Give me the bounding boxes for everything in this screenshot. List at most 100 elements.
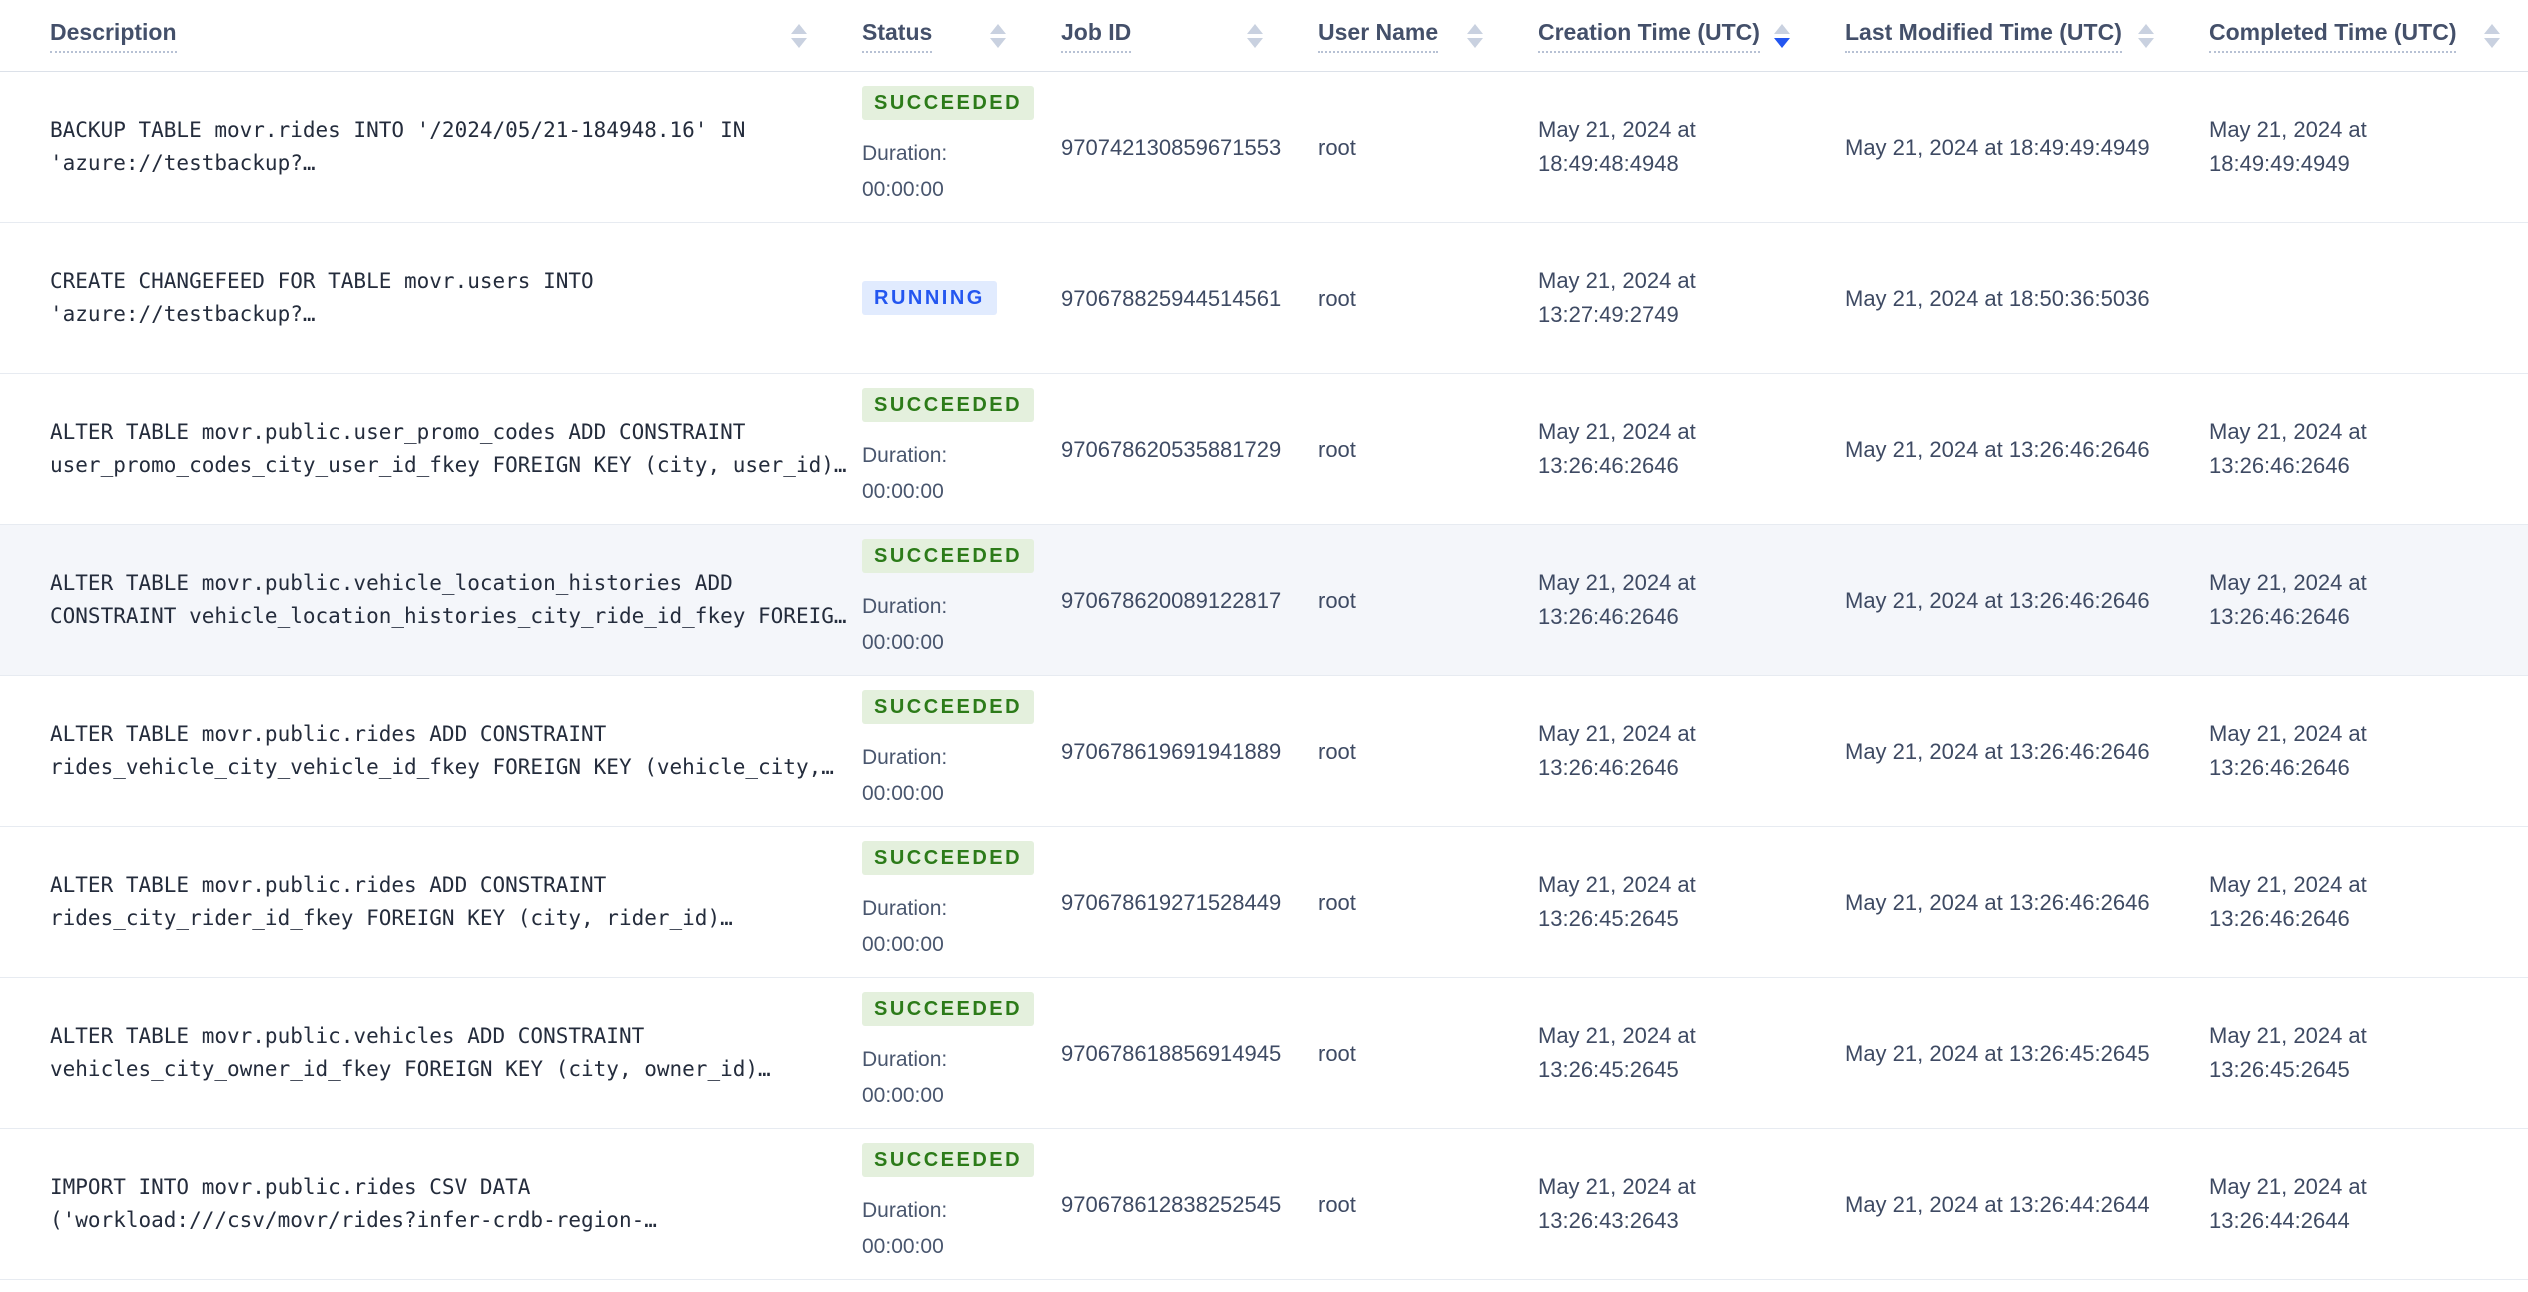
description-cell: ALTER TABLE movr.public.rides ADD CONSTR…: [0, 869, 862, 935]
last-modified-time: May 21, 2024 at 13:26:46:2646: [1845, 738, 2150, 764]
table-row: BACKUP TABLE movr.rides INTO '/2024/05/2…: [0, 72, 2528, 223]
sort-asc-icon: [791, 23, 807, 34]
completed-time: May 21, 2024 at 13:26:46:2646: [2209, 419, 2367, 478]
table-row: CREATE CHANGEFEED FOR TABLE movr.users I…: [0, 223, 2528, 374]
last-modified-time: May 21, 2024 at 13:26:46:2646: [1845, 889, 2150, 915]
creation-time: May 21, 2024 at 13:26:43:2643: [1538, 1174, 1696, 1233]
sort-asc-icon: [1774, 23, 1790, 34]
table-row: ALTER TABLE movr.public.rides ADD CONSTR…: [0, 827, 2528, 978]
user-name: root: [1318, 738, 1356, 764]
sort-toggle[interactable]: [990, 23, 1006, 48]
job-description-link[interactable]: ALTER TABLE movr.public.vehicle_location…: [50, 571, 847, 628]
sort-asc-icon: [2138, 23, 2154, 34]
sort-desc-icon: [990, 37, 1006, 48]
job-description-link[interactable]: ALTER TABLE movr.public.user_promo_codes…: [50, 420, 847, 477]
column-header-description[interactable]: Description: [0, 19, 862, 53]
status-cell: SUCCEEDED Duration: 00:00:00: [862, 992, 1061, 1114]
column-header-last-modified-time[interactable]: Last Modified Time (UTC): [1845, 19, 2209, 53]
sort-asc-icon: [990, 23, 1006, 34]
column-header-job-id[interactable]: Job ID: [1061, 19, 1318, 53]
last-modified-time: May 21, 2024 at 18:50:36:5036: [1845, 285, 2150, 311]
job-description-link[interactable]: BACKUP TABLE movr.rides INTO '/2024/05/2…: [50, 118, 746, 175]
job-id: 970678618856914945: [1061, 1040, 1282, 1066]
sort-toggle[interactable]: [1247, 23, 1263, 48]
job-description-link[interactable]: ALTER TABLE movr.public.vehicles ADD CON…: [50, 1024, 771, 1081]
completed-time: May 21, 2024 at 18:49:49:4949: [2209, 117, 2367, 176]
job-description-link[interactable]: ALTER TABLE movr.public.rides ADD CONSTR…: [50, 873, 733, 930]
description-cell: IMPORT INTO movr.public.rides CSV DATA (…: [0, 1171, 862, 1237]
job-duration: Duration: 00:00:00: [862, 1199, 948, 1258]
sort-desc-icon: [1247, 37, 1263, 48]
column-header-user-name[interactable]: User Name: [1318, 19, 1538, 53]
job-id: 970678620535881729: [1061, 436, 1282, 462]
sort-toggle[interactable]: [791, 23, 807, 48]
completed-time: May 21, 2024 at 13:26:46:2646: [2209, 570, 2367, 629]
description-cell: BACKUP TABLE movr.rides INTO '/2024/05/2…: [0, 114, 862, 180]
column-header-status[interactable]: Status: [862, 19, 1061, 53]
job-description-link[interactable]: CREATE CHANGEFEED FOR TABLE movr.users I…: [50, 269, 594, 326]
job-id: 970678619691941889: [1061, 738, 1282, 764]
status-badge: SUCCEEDED: [862, 388, 1035, 422]
table-row: ALTER TABLE movr.public.vehicles ADD CON…: [0, 978, 2528, 1129]
job-duration: Duration: 00:00:00: [862, 1048, 948, 1107]
job-id: 970678612838252545: [1061, 1191, 1282, 1217]
sort-toggle[interactable]: [2138, 23, 2154, 48]
creation-time: May 21, 2024 at 13:26:45:2645: [1538, 872, 1696, 931]
creation-time: May 21, 2024 at 13:27:49:2749: [1538, 268, 1696, 327]
job-duration: Duration: 00:00:00: [862, 444, 948, 503]
job-id: 970678825944514561: [1061, 285, 1282, 311]
completed-time: May 21, 2024 at 13:26:44:2644: [2209, 1174, 2367, 1233]
sort-asc-icon: [1247, 23, 1263, 34]
sort-desc-icon: [791, 37, 807, 48]
completed-time: May 21, 2024 at 13:26:45:2645: [2209, 1023, 2367, 1082]
user-name: root: [1318, 1191, 1356, 1217]
status-cell: SUCCEEDED Duration: 00:00:00: [862, 539, 1061, 661]
sort-toggle[interactable]: [2484, 23, 2500, 48]
sort-toggle[interactable]: [1467, 23, 1483, 48]
job-duration: Duration: 00:00:00: [862, 142, 948, 201]
sort-desc-icon: [1774, 37, 1790, 48]
user-name: root: [1318, 1040, 1356, 1066]
table-header-row: Description Status Job ID User Name: [0, 0, 2528, 72]
column-header-label: Description: [50, 19, 177, 53]
user-name: root: [1318, 134, 1356, 160]
sort-asc-icon: [1467, 23, 1483, 34]
table-row: ALTER TABLE movr.public.user_promo_codes…: [0, 374, 2528, 525]
user-name: root: [1318, 587, 1356, 613]
column-header-label: Creation Time (UTC): [1538, 19, 1760, 53]
table-body: BACKUP TABLE movr.rides INTO '/2024/05/2…: [0, 72, 2528, 1280]
description-cell: ALTER TABLE movr.public.vehicles ADD CON…: [0, 1020, 862, 1086]
sort-desc-icon: [2484, 37, 2500, 48]
job-description-link[interactable]: IMPORT INTO movr.public.rides CSV DATA (…: [50, 1175, 657, 1232]
job-duration: Duration: 00:00:00: [862, 746, 948, 805]
job-description-link[interactable]: ALTER TABLE movr.public.rides ADD CONSTR…: [50, 722, 834, 779]
column-header-label: Completed Time (UTC): [2209, 19, 2457, 53]
column-header-completed-time[interactable]: Completed Time (UTC): [2209, 19, 2528, 53]
status-badge: SUCCEEDED: [862, 86, 1035, 120]
status-cell: SUCCEEDED Duration: 00:00:00: [862, 86, 1061, 208]
user-name: root: [1318, 436, 1356, 462]
last-modified-time: May 21, 2024 at 18:49:49:4949: [1845, 134, 2150, 160]
table-row: IMPORT INTO movr.public.rides CSV DATA (…: [0, 1129, 2528, 1280]
column-header-label: Last Modified Time (UTC): [1845, 19, 2122, 53]
column-header-label: Status: [862, 19, 933, 53]
last-modified-time: May 21, 2024 at 13:26:46:2646: [1845, 587, 2150, 613]
status-badge: SUCCEEDED: [862, 1143, 1035, 1177]
sort-desc-icon: [1467, 37, 1483, 48]
last-modified-time: May 21, 2024 at 13:26:46:2646: [1845, 436, 2150, 462]
completed-time: May 21, 2024 at 13:26:46:2646: [2209, 872, 2367, 931]
sort-toggle[interactable]: [1774, 23, 1790, 48]
status-cell: SUCCEEDED Duration: 00:00:00: [862, 690, 1061, 812]
user-name: root: [1318, 285, 1356, 311]
creation-time: May 21, 2024 at 13:26:46:2646: [1538, 419, 1696, 478]
status-cell: SUCCEEDED Duration: 00:00:00: [862, 388, 1061, 510]
column-header-creation-time[interactable]: Creation Time (UTC): [1538, 19, 1845, 53]
creation-time: May 21, 2024 at 13:26:45:2645: [1538, 1023, 1696, 1082]
column-header-label: Job ID: [1061, 19, 1132, 53]
description-cell: ALTER TABLE movr.public.user_promo_codes…: [0, 416, 862, 482]
creation-time: May 21, 2024 at 13:26:46:2646: [1538, 570, 1696, 629]
job-id: 970742130859671553: [1061, 134, 1282, 160]
sort-asc-icon: [2484, 23, 2500, 34]
job-duration: Duration: 00:00:00: [862, 897, 948, 956]
status-badge: SUCCEEDED: [862, 539, 1035, 573]
